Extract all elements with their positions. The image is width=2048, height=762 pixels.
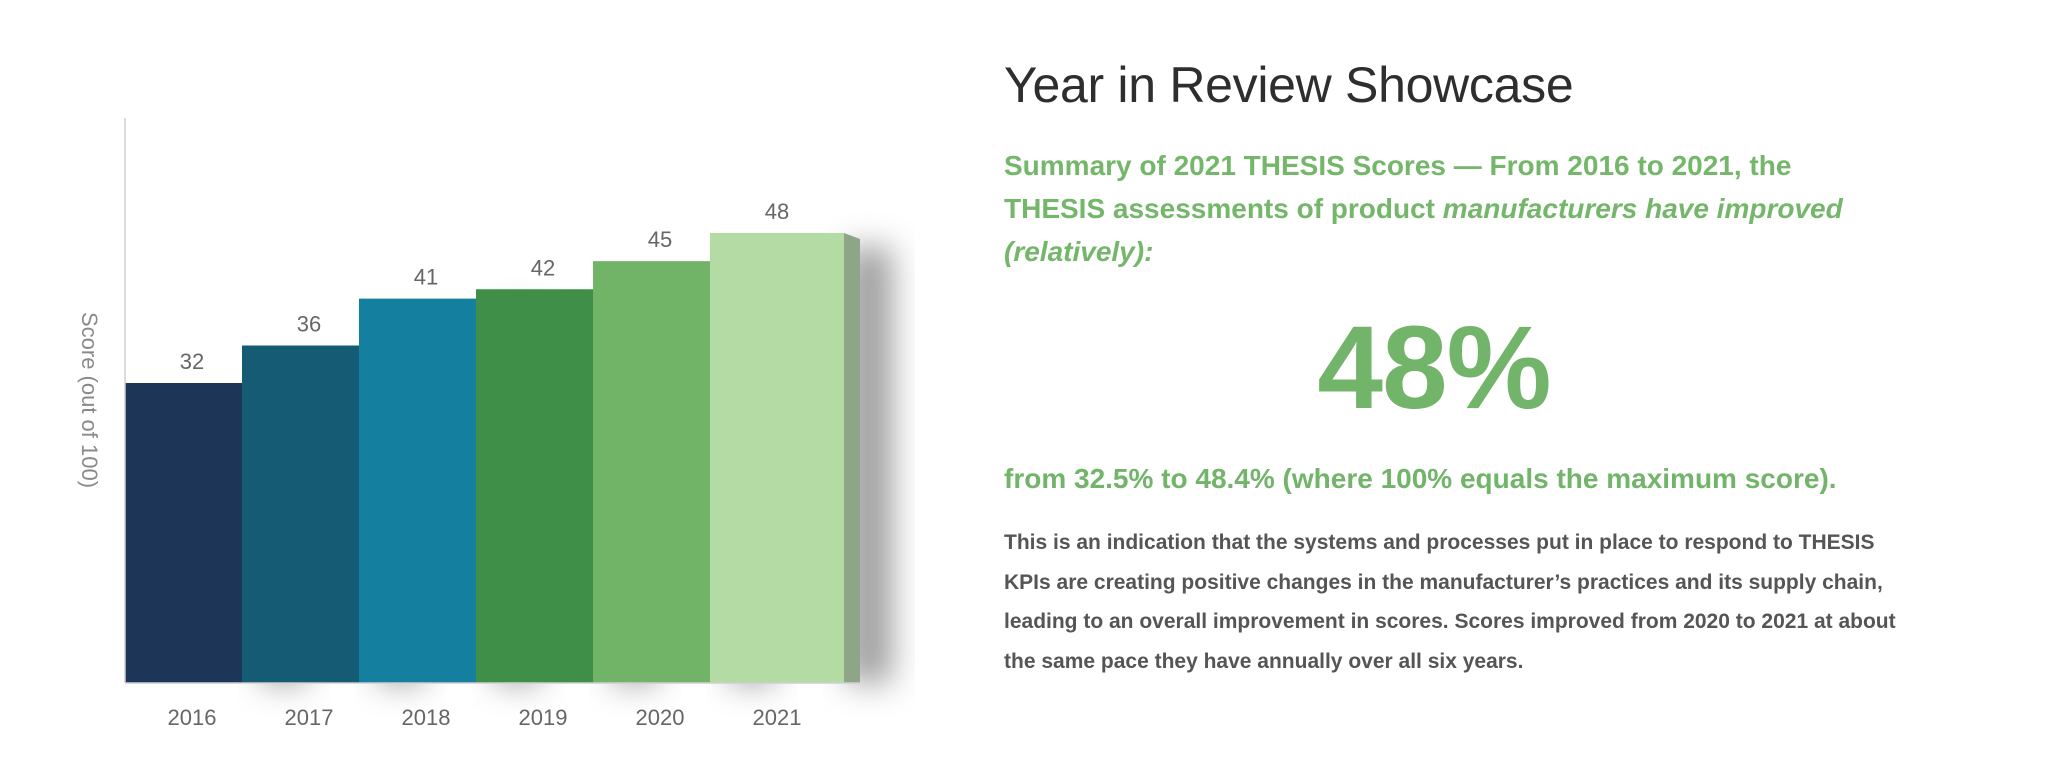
- summary-body: This is an indication that the systems a…: [1004, 531, 1896, 673]
- value-label-2016: 32: [180, 349, 204, 374]
- x-tick-label-2021: 2021: [753, 705, 802, 730]
- x-tick-label-2018: 2018: [402, 705, 451, 730]
- x-tick-label-2017: 2017: [285, 705, 334, 730]
- page-title: Year in Review Showcase: [1004, 57, 1574, 113]
- value-label-2019: 42: [531, 255, 555, 280]
- bar-2020: [593, 261, 727, 683]
- chart-svg: Score (out of 100) 32 2016 36 2017 41 2018 42 20…: [77, 118, 892, 730]
- value-label-2017: 36: [297, 312, 321, 337]
- value-label-2020: 45: [648, 227, 672, 252]
- x-tick-label-2020: 2020: [636, 705, 685, 730]
- improvement-stat: 48%: [1317, 302, 1551, 434]
- y-axis-label: Score (out of 100): [77, 312, 102, 488]
- summary-subtitle-emphasis: manufacturers have improved (relatively)…: [1004, 193, 1843, 267]
- bar-2017: [242, 345, 376, 683]
- value-label-2018: 41: [414, 265, 438, 290]
- value-label-2021: 48: [765, 199, 789, 224]
- x-tick-label-2016: 2016: [168, 705, 217, 730]
- x-tick-label-2019: 2019: [519, 705, 568, 730]
- summary-subtitle-text: Summary of 2021 THESIS Scores — From 201…: [1004, 150, 1792, 224]
- bar-side: [844, 233, 860, 683]
- bar-2018: [359, 298, 493, 683]
- summary-subtitle: Summary of 2021 THESIS Scores — From 201…: [1004, 144, 1884, 273]
- score-bar-chart: Score (out of 100) 32 2016 36 2017 41 2018 42 20…: [60, 100, 960, 760]
- summary-panel: Year in Review Showcase Summary of 2021 …: [1004, 56, 2004, 681]
- bar-2021: [710, 233, 844, 683]
- bar-2019: [476, 289, 610, 683]
- score-range-text: from 32.5% to 48.4% (where 100% equals t…: [1004, 463, 1837, 494]
- bar-2016: [125, 383, 259, 683]
